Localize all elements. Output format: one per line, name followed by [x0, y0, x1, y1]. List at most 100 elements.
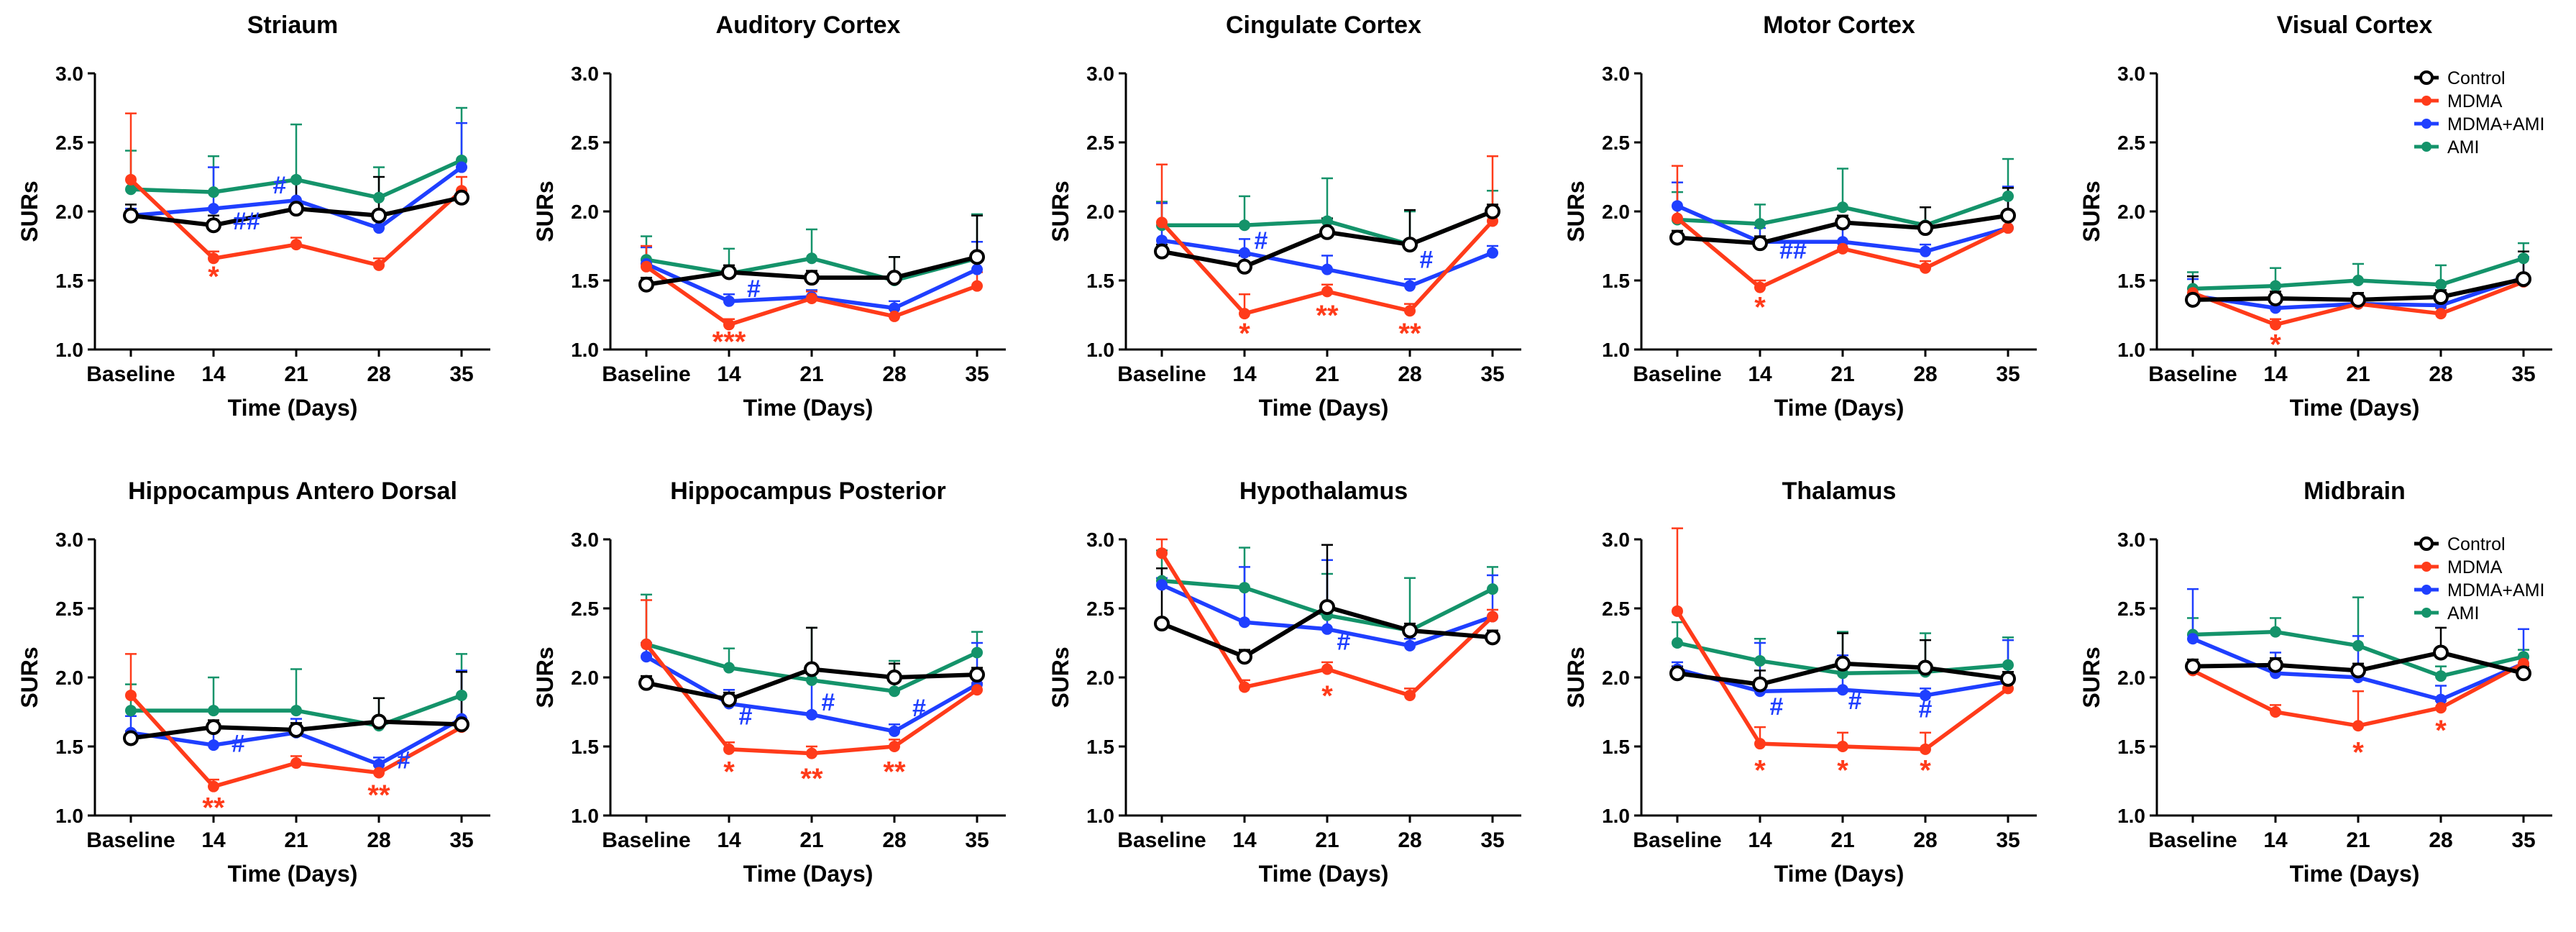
data-point [125, 705, 137, 717]
data-point [1402, 237, 1418, 253]
chart-title: Hippocampus Posterior [670, 478, 946, 505]
data-point [206, 719, 221, 736]
significance-marker: # [822, 689, 835, 716]
data-point [1669, 229, 1685, 246]
data-point [208, 705, 219, 717]
significance-marker: *** [712, 326, 746, 357]
data-point [723, 319, 735, 331]
chart-panel: Hippocampus Antero Dorsal 1.0 1.5 2.0 2.5 3.0… [17, 478, 490, 887]
data-point [886, 670, 902, 685]
chart-panel: Midbrain 1.0 1.5 2.0 2.5 3.0 Baseline 14 21 28 35 T… [2078, 478, 2552, 887]
data-point [456, 689, 467, 701]
x-axis-label: Time (Days) [2290, 395, 2420, 421]
data-point [2433, 289, 2449, 306]
y-tick-label: 1.5 [571, 270, 599, 292]
data-point [1487, 247, 1498, 259]
y-axis-label: SURs [2078, 647, 2104, 708]
data-point [806, 747, 817, 759]
data-point [1754, 654, 1766, 667]
legend-label: MDMA [2447, 557, 2503, 577]
data-point [2268, 657, 2283, 673]
data-point [208, 739, 219, 751]
data-point [889, 302, 900, 314]
y-tick-label: 1.0 [571, 339, 599, 361]
y-tick-label: 2.0 [55, 667, 83, 689]
y-tick-label: 3.0 [1602, 63, 1630, 85]
data-point [208, 203, 219, 215]
y-axis-label: SURs [1048, 647, 1073, 708]
data-point [1669, 665, 1685, 682]
data-point [889, 741, 900, 752]
data-point [1239, 681, 1250, 693]
x-tick-label: 28 [1398, 828, 1421, 852]
data-point [971, 684, 983, 696]
data-point [1917, 220, 1933, 237]
data-point [373, 767, 385, 779]
data-point [1672, 212, 1683, 224]
data-point [723, 295, 735, 307]
data-point [1156, 216, 1168, 229]
y-axis-label: SURs [17, 647, 42, 708]
data-point [971, 647, 983, 659]
data-point [804, 270, 820, 286]
x-tick-label: 14 [1232, 828, 1257, 852]
y-tick-label: 2.0 [1086, 201, 1114, 223]
data-point [125, 183, 137, 196]
significance-marker: # [747, 275, 761, 303]
legend-swatch-marker [2421, 119, 2431, 129]
chart-panel: Auditory Cortex 1.0 1.5 2.0 2.5 3.0 Baseline 14… [532, 12, 1006, 421]
y-tick-label: 2.5 [1086, 132, 1114, 154]
data-point [971, 280, 983, 292]
data-point [1487, 611, 1498, 623]
data-point [804, 661, 820, 677]
data-point [1672, 637, 1683, 649]
x-tick-label: Baseline [1633, 362, 1721, 386]
y-tick-label: 1.5 [571, 736, 599, 758]
significance-marker: ** [1316, 300, 1339, 332]
y-tick-label: 1.0 [1602, 339, 1630, 361]
significance-marker: * [1754, 291, 1766, 323]
x-tick-label: 21 [2346, 362, 2370, 386]
data-point [1237, 258, 1252, 275]
x-tick-label: 14 [1232, 362, 1257, 386]
data-point [1404, 689, 1416, 701]
data-point [1319, 224, 1335, 240]
x-tick-label: Baseline [2148, 362, 2237, 386]
data-point [1917, 659, 1933, 676]
data-point [2002, 190, 2014, 202]
data-point [1920, 245, 1931, 257]
y-tick-label: 3.0 [55, 63, 83, 85]
x-tick-label: 21 [1315, 362, 1339, 386]
x-tick-label: 14 [2263, 362, 2288, 386]
y-tick-label: 2.5 [1602, 132, 1630, 154]
data-point [290, 173, 302, 186]
data-point [723, 662, 735, 674]
significance-marker: ## [233, 208, 260, 235]
data-point [2352, 720, 2364, 732]
data-point [208, 186, 219, 198]
data-point [1672, 200, 1683, 212]
y-tick-label: 2.0 [571, 201, 599, 223]
data-point [456, 161, 467, 173]
significance-marker: ** [367, 780, 390, 811]
y-tick-label: 1.0 [1602, 805, 1630, 827]
data-point [2002, 222, 2014, 234]
data-point [206, 217, 221, 234]
y-tick-label: 3.0 [2117, 529, 2145, 551]
chart-title: Visual Cortex [2277, 12, 2433, 39]
legend-label: Control [2447, 68, 2506, 88]
significance-marker: * [208, 261, 219, 293]
data-point [2435, 693, 2447, 705]
chart-title: Hippocampus Antero Dorsal [128, 478, 457, 505]
data-point [1321, 215, 1333, 227]
data-point [1239, 219, 1250, 232]
legend-label: Control [2447, 534, 2506, 554]
x-tick-label: 35 [2511, 362, 2535, 386]
data-point [125, 689, 137, 701]
data-point [373, 259, 385, 271]
data-point [1156, 234, 1168, 247]
x-axis-label: Time (Days) [228, 395, 358, 421]
x-tick-label: Baseline [2148, 828, 2237, 852]
data-point [1920, 262, 1931, 274]
chart-panel: Cingulate Cortex 1.0 1.5 2.0 2.5 3.0 Baseline 1… [1048, 12, 1521, 421]
